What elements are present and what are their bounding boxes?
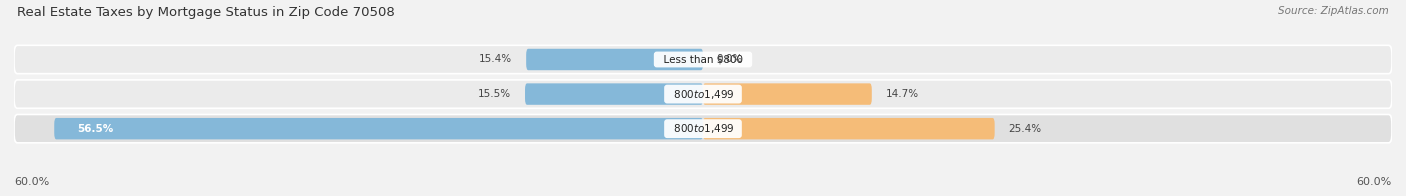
FancyBboxPatch shape — [14, 45, 1392, 74]
FancyBboxPatch shape — [55, 118, 703, 139]
FancyBboxPatch shape — [14, 80, 1392, 108]
Text: 14.7%: 14.7% — [886, 89, 918, 99]
Text: 60.0%: 60.0% — [14, 177, 49, 187]
Text: 15.5%: 15.5% — [478, 89, 512, 99]
Text: 25.4%: 25.4% — [1008, 124, 1042, 134]
Text: $800 to $1,499: $800 to $1,499 — [666, 88, 740, 101]
Text: Less than $800: Less than $800 — [657, 54, 749, 64]
Text: 15.4%: 15.4% — [479, 54, 512, 64]
FancyBboxPatch shape — [14, 114, 1392, 143]
FancyBboxPatch shape — [526, 49, 703, 70]
Text: Source: ZipAtlas.com: Source: ZipAtlas.com — [1278, 6, 1389, 16]
FancyBboxPatch shape — [524, 83, 703, 105]
Text: $800 to $1,499: $800 to $1,499 — [666, 122, 740, 135]
Text: 0.0%: 0.0% — [717, 54, 742, 64]
FancyBboxPatch shape — [703, 83, 872, 105]
Text: 60.0%: 60.0% — [1357, 177, 1392, 187]
FancyBboxPatch shape — [703, 118, 994, 139]
Text: Real Estate Taxes by Mortgage Status in Zip Code 70508: Real Estate Taxes by Mortgage Status in … — [17, 6, 395, 19]
Text: 56.5%: 56.5% — [77, 124, 114, 134]
